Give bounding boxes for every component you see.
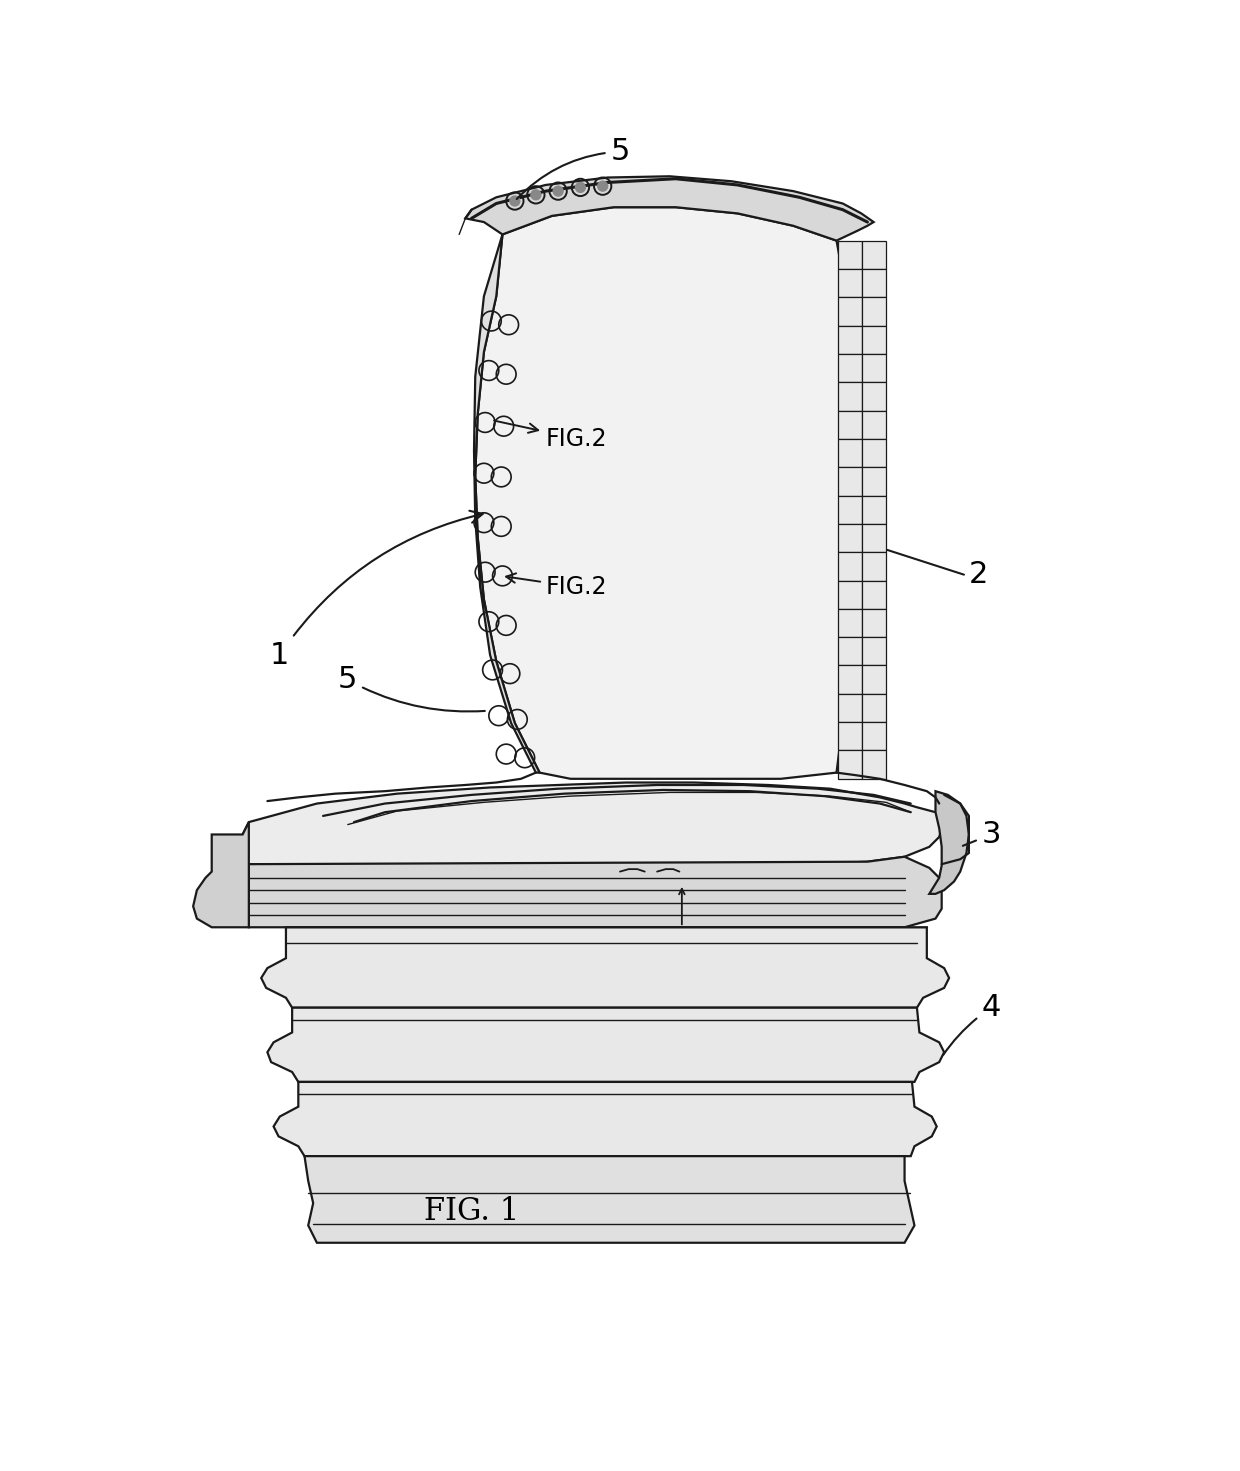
Bar	[838, 496, 862, 524]
Bar	[862, 269, 887, 297]
Bar	[838, 581, 862, 609]
Polygon shape	[274, 1083, 936, 1156]
Bar	[862, 468, 887, 496]
Polygon shape	[474, 234, 539, 772]
Bar	[838, 524, 862, 552]
Polygon shape	[305, 1156, 914, 1243]
Circle shape	[575, 182, 585, 193]
Bar	[862, 496, 887, 524]
Bar	[838, 694, 862, 722]
Circle shape	[531, 190, 541, 200]
Bar	[838, 241, 862, 269]
Bar	[838, 552, 862, 581]
Text: 4: 4	[944, 993, 1001, 1055]
Bar	[862, 750, 887, 778]
Polygon shape	[268, 1008, 944, 1083]
Bar	[862, 325, 887, 355]
Text: FIG.2: FIG.2	[494, 421, 608, 450]
Circle shape	[598, 181, 608, 191]
Bar	[862, 694, 887, 722]
Bar	[838, 355, 862, 382]
Polygon shape	[465, 177, 874, 241]
Bar	[862, 241, 887, 269]
Bar	[862, 382, 887, 410]
Polygon shape	[475, 207, 856, 778]
Bar	[862, 581, 887, 609]
Text: 1: 1	[270, 510, 482, 669]
Polygon shape	[262, 927, 949, 1008]
Bar	[838, 382, 862, 410]
Bar	[838, 438, 862, 468]
Polygon shape	[193, 822, 249, 927]
Text: FIG.2: FIG.2	[506, 574, 608, 599]
Bar	[838, 468, 862, 496]
Polygon shape	[249, 856, 941, 927]
Text: FIG. 1: FIG. 1	[424, 1196, 520, 1227]
Circle shape	[553, 187, 563, 196]
Bar	[838, 325, 862, 355]
Bar	[862, 297, 887, 325]
Bar	[862, 438, 887, 468]
Bar	[862, 552, 887, 581]
Polygon shape	[239, 783, 941, 863]
Text: 5: 5	[517, 137, 630, 199]
Bar	[862, 355, 887, 382]
Bar	[838, 410, 862, 438]
Bar	[838, 750, 862, 778]
Bar	[838, 637, 862, 665]
Bar	[862, 722, 887, 750]
Text: 2: 2	[970, 560, 988, 590]
Bar	[838, 609, 862, 637]
Bar	[838, 297, 862, 325]
Text: 3: 3	[962, 819, 1001, 849]
Bar	[862, 609, 887, 637]
Circle shape	[510, 196, 520, 206]
Bar	[838, 665, 862, 694]
Bar	[862, 637, 887, 665]
Text: 5: 5	[339, 665, 485, 712]
Bar	[838, 722, 862, 750]
Bar	[838, 269, 862, 297]
Bar	[862, 665, 887, 694]
Bar	[862, 410, 887, 438]
Bar	[862, 524, 887, 552]
Polygon shape	[929, 791, 968, 894]
